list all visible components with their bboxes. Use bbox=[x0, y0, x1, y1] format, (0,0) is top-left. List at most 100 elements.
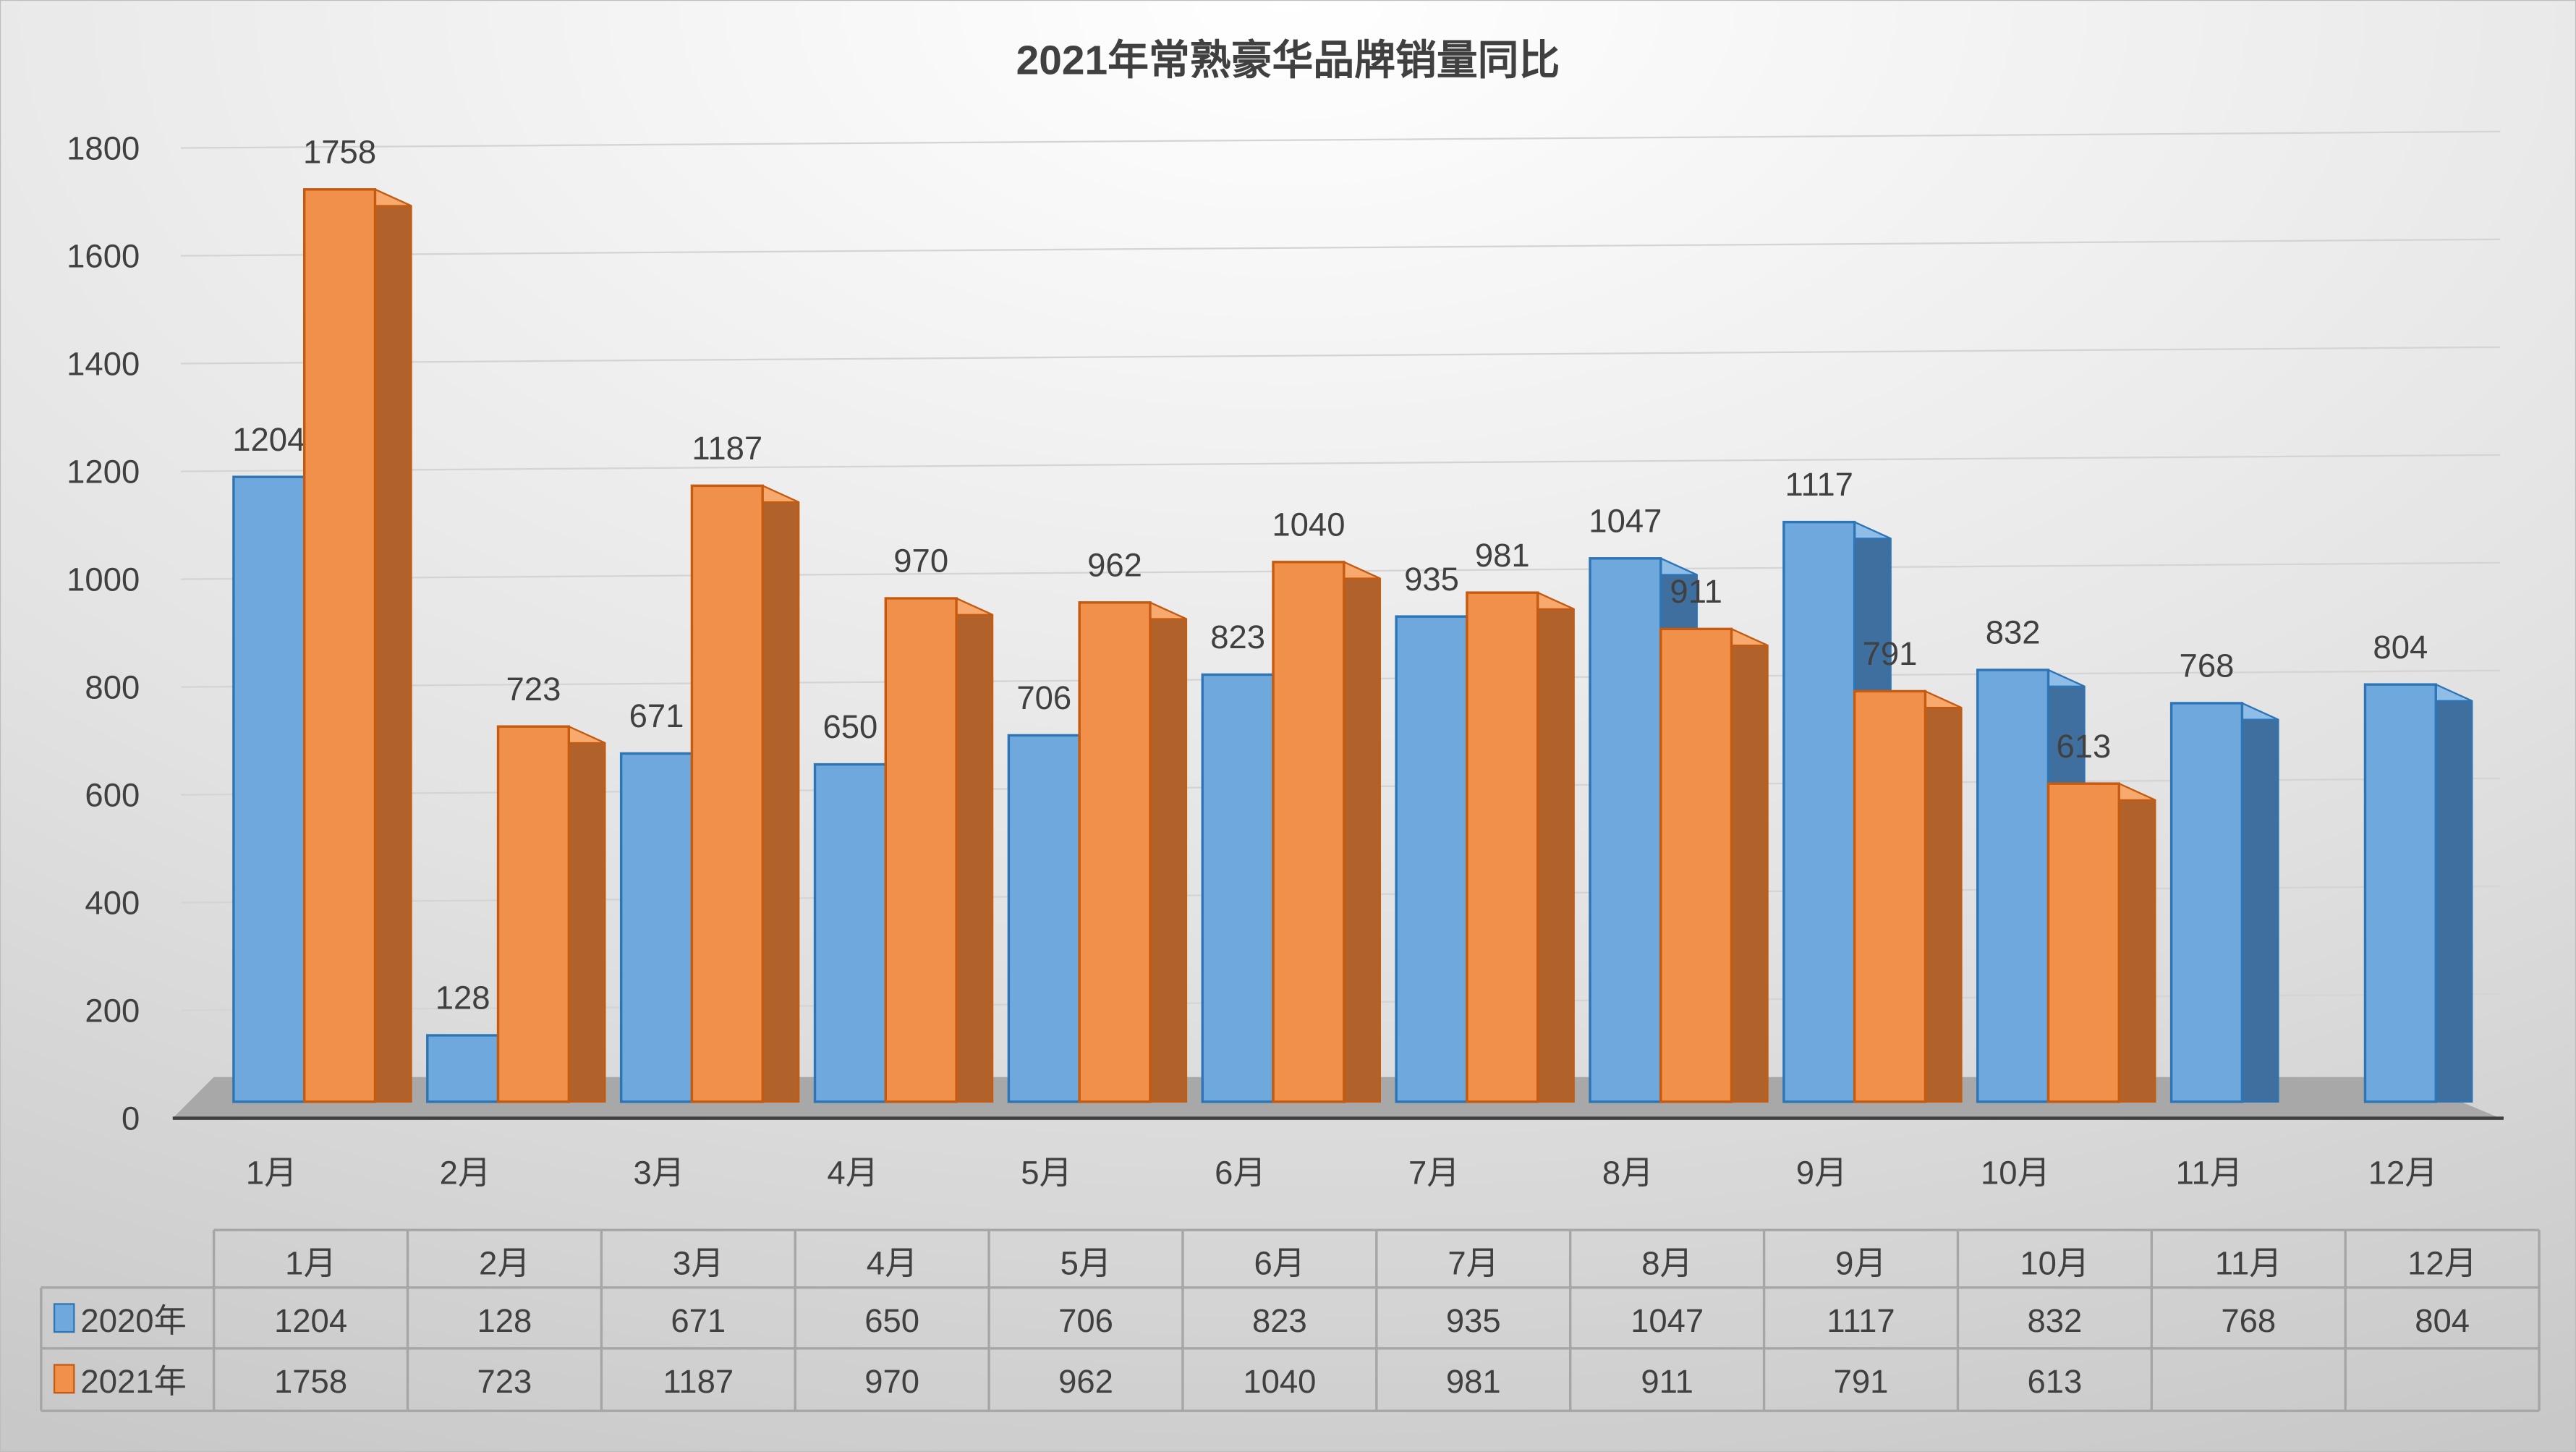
y-tick-label: 1200 bbox=[67, 453, 140, 490]
data-label: 1117 bbox=[1785, 466, 1853, 503]
legend-label: 2021年 bbox=[80, 1363, 187, 1400]
data-label: 1047 bbox=[1589, 502, 1662, 539]
y-tick-label: 1400 bbox=[67, 345, 140, 382]
bar-front bbox=[2046, 782, 2121, 1103]
table-header-cell: 5月 bbox=[1060, 1245, 1112, 1282]
table-header-cell: 7月 bbox=[1448, 1245, 1499, 1282]
table-cell: 1117 bbox=[1827, 1302, 1895, 1339]
gridline bbox=[181, 346, 2501, 365]
table-cell: 1758 bbox=[274, 1363, 347, 1400]
bar-2021 bbox=[1466, 591, 1575, 1103]
table-header-cell: 3月 bbox=[673, 1245, 724, 1282]
table-cell: 706 bbox=[1058, 1302, 1113, 1339]
bar-front bbox=[1395, 615, 1468, 1103]
bar-front bbox=[1466, 591, 1539, 1103]
bar-front bbox=[2169, 702, 2244, 1103]
table-cell: 1204 bbox=[274, 1302, 347, 1339]
x-tick-label: 7月 bbox=[1408, 1155, 1460, 1192]
bar-2021 bbox=[2046, 782, 2156, 1103]
bar-2021 bbox=[1272, 561, 1381, 1103]
table-header-cell: 9月 bbox=[1835, 1245, 1887, 1282]
x-tick-label: 2月 bbox=[440, 1155, 491, 1192]
bar-front bbox=[1007, 734, 1081, 1103]
data-label: 823 bbox=[1210, 619, 1265, 655]
y-tick-label: 0 bbox=[122, 1100, 140, 1137]
table-header-cell: 10月 bbox=[2020, 1245, 2089, 1282]
table-cell: 935 bbox=[1446, 1302, 1501, 1339]
bar-2021 bbox=[1853, 689, 1963, 1103]
bar-2020 bbox=[2169, 702, 2279, 1103]
table-header-cell: 11月 bbox=[2215, 1245, 2282, 1282]
bar-side bbox=[1924, 689, 1963, 1103]
data-label: 981 bbox=[1475, 537, 1530, 574]
x-tick-label: 10月 bbox=[1981, 1155, 2050, 1192]
x-tick-label: 11月 bbox=[2176, 1155, 2243, 1192]
data-label: 706 bbox=[1016, 679, 1071, 716]
bar-2020 bbox=[2363, 683, 2473, 1103]
table-cell: 962 bbox=[1058, 1363, 1113, 1400]
data-label: 791 bbox=[1863, 635, 1918, 672]
bar-side bbox=[955, 597, 994, 1103]
bar-front bbox=[1589, 557, 1662, 1103]
table-header-cell: 6月 bbox=[1254, 1245, 1306, 1282]
table-cell: 981 bbox=[1446, 1363, 1501, 1400]
table-header-cell: 8月 bbox=[1641, 1245, 1693, 1282]
gridline bbox=[181, 454, 2501, 472]
bar-front bbox=[2363, 683, 2437, 1103]
x-tick-label: 1月 bbox=[246, 1155, 297, 1192]
x-tick-label: 5月 bbox=[1021, 1155, 1072, 1192]
table-cell: 791 bbox=[1834, 1363, 1889, 1400]
data-label: 804 bbox=[2373, 629, 2428, 666]
chart-title: 2021年常熟豪华品牌销量同比 bbox=[1016, 38, 1560, 83]
y-tick-label: 400 bbox=[85, 885, 140, 922]
x-tick-label: 4月 bbox=[827, 1155, 878, 1192]
data-label: 671 bbox=[629, 697, 684, 734]
bar-side bbox=[2118, 782, 2156, 1103]
bar-front bbox=[813, 763, 887, 1103]
table-cell: 768 bbox=[2221, 1302, 2276, 1339]
bar-front bbox=[1659, 627, 1733, 1103]
bar-front bbox=[496, 725, 571, 1103]
data-label: 128 bbox=[435, 980, 490, 1016]
bar-side bbox=[374, 188, 412, 1103]
table-cell: 823 bbox=[1252, 1302, 1307, 1339]
data-label: 1204 bbox=[232, 421, 305, 458]
y-tick-label: 600 bbox=[85, 777, 140, 814]
table-header-cell: 2月 bbox=[479, 1245, 530, 1282]
bar-2021 bbox=[1078, 601, 1188, 1103]
bar-side bbox=[1343, 561, 1381, 1103]
x-tick-label: 12月 bbox=[2368, 1155, 2438, 1192]
legend-label: 2020年 bbox=[80, 1302, 187, 1339]
data-label: 1758 bbox=[303, 133, 376, 170]
table-cell: 613 bbox=[2027, 1363, 2082, 1400]
bar-front bbox=[619, 752, 694, 1103]
data-label: 768 bbox=[2180, 648, 2235, 684]
gridline bbox=[181, 130, 2501, 149]
table-cell: 1187 bbox=[663, 1363, 734, 1400]
table-cell: 970 bbox=[864, 1363, 919, 1400]
x-tick-label: 8月 bbox=[1602, 1155, 1654, 1192]
data-label: 935 bbox=[1404, 561, 1459, 598]
data-label: 650 bbox=[822, 708, 877, 745]
bar-front bbox=[302, 188, 377, 1103]
data-label: 970 bbox=[893, 543, 948, 579]
bar-2021 bbox=[690, 484, 800, 1103]
table-header-cell: 12月 bbox=[2407, 1245, 2477, 1282]
bar-front bbox=[1782, 520, 1856, 1103]
bar-front bbox=[1976, 668, 2050, 1103]
bar-side bbox=[1536, 591, 1575, 1103]
bar-front bbox=[426, 1034, 500, 1103]
y-tick-label: 1800 bbox=[67, 130, 140, 166]
x-tick-label: 9月 bbox=[1796, 1155, 1848, 1192]
table-cell: 723 bbox=[477, 1363, 532, 1400]
bar-front bbox=[1272, 561, 1346, 1103]
bar-side bbox=[568, 725, 606, 1103]
x-tick-label: 6月 bbox=[1215, 1155, 1266, 1192]
table-cell: 1047 bbox=[1631, 1302, 1704, 1339]
table-cell: 128 bbox=[477, 1302, 532, 1339]
bar-side bbox=[1730, 627, 1769, 1103]
data-label: 832 bbox=[1986, 614, 2041, 651]
legend-swatch bbox=[53, 1303, 75, 1333]
data-label: 1187 bbox=[692, 430, 762, 467]
